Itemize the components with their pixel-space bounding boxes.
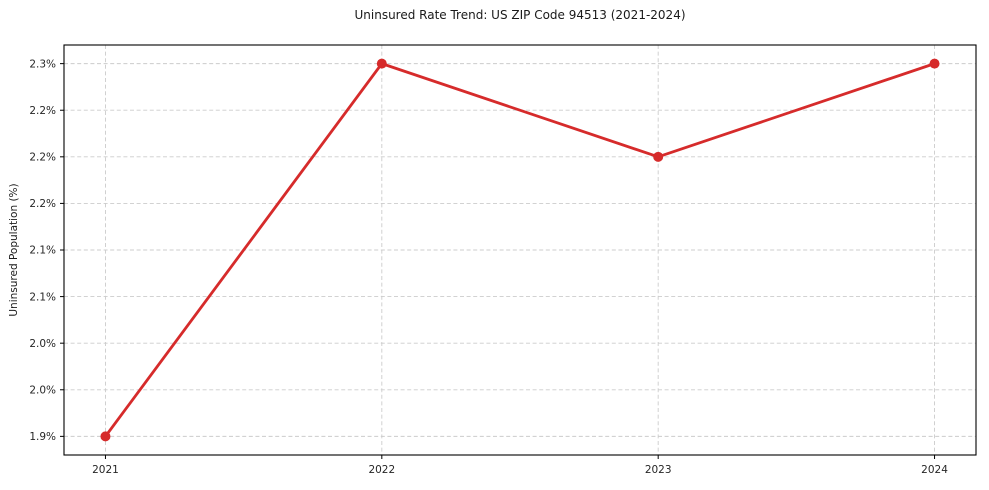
data-point: [376, 58, 387, 69]
y-tick-label: 2.2%: [29, 151, 56, 163]
y-tick-label: 1.9%: [29, 431, 56, 443]
y-tick-label: 2.0%: [29, 384, 56, 396]
x-tick-label: 2024: [921, 464, 948, 476]
y-tick-label: 2.2%: [29, 105, 56, 117]
x-tick-label: 2021: [92, 464, 119, 476]
data-point: [653, 151, 664, 162]
chart-title: Uninsured Rate Trend: US ZIP Code 94513 …: [354, 8, 686, 22]
x-tick-label: 2022: [368, 464, 395, 476]
data-point: [929, 58, 940, 69]
y-tick-label: 2.1%: [29, 245, 56, 257]
trend-line: [104, 62, 936, 438]
y-tick-label: 2.2%: [29, 198, 56, 210]
y-tick-label: 2.0%: [29, 338, 56, 350]
y-tick-label: 2.1%: [29, 291, 56, 303]
x-tick-label: 2023: [645, 464, 672, 476]
y-tick-label: 2.3%: [29, 58, 56, 70]
data-point: [100, 431, 111, 442]
